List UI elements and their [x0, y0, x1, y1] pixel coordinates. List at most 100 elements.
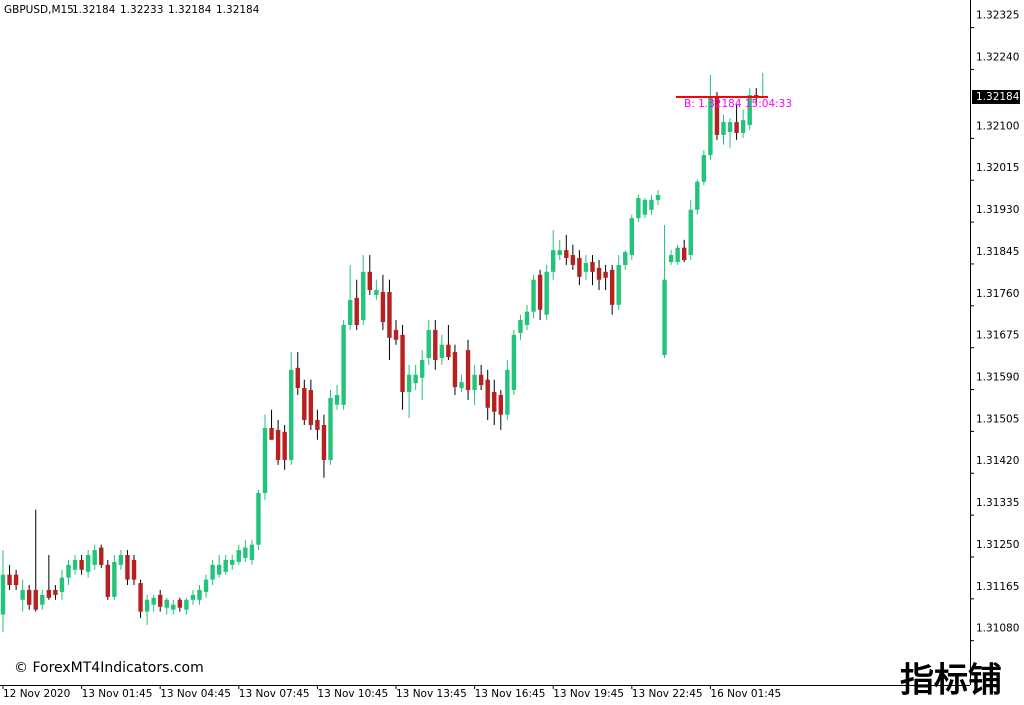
candle-body — [13, 574, 19, 586]
candle-body — [347, 299, 353, 326]
candle-body — [623, 252, 628, 265]
candle-body — [459, 382, 464, 389]
candle-body — [216, 564, 222, 575]
candle-body — [406, 374, 412, 392]
candle-body — [603, 271, 608, 278]
x-tick-label: 13 Nov 01:45 — [82, 688, 153, 700]
candle-body — [230, 559, 235, 565]
candle-body — [85, 554, 91, 572]
x-tick-label: 12 Nov 2020 — [3, 688, 70, 700]
y-tick-label: 1.32325 — [976, 10, 1019, 22]
candle-body — [649, 199, 654, 210]
candle-body — [72, 559, 78, 570]
candle-body — [315, 420, 320, 430]
candle-body — [269, 427, 274, 440]
y-tick-label: 1.31250 — [976, 539, 1019, 551]
y-tick-label: 1.32015 — [976, 162, 1019, 174]
candle-body — [20, 589, 25, 600]
y-tick-label: 1.31760 — [976, 288, 1019, 300]
candle-body — [105, 564, 110, 597]
candle-body — [531, 279, 536, 312]
candle-body — [465, 350, 471, 391]
candle-body — [472, 374, 477, 391]
candle-body — [695, 181, 700, 210]
candle-body — [295, 367, 300, 389]
candle-body — [354, 297, 359, 326]
candle-body — [426, 329, 431, 359]
candle-body — [452, 352, 458, 388]
candle-body — [544, 271, 549, 315]
x-tick-label: 13 Nov 16:45 — [475, 688, 546, 700]
candle-body — [439, 344, 445, 359]
x-tick-label: 13 Nov 10:45 — [317, 688, 388, 700]
price-box — [972, 90, 1020, 105]
y-tick-label: 1.32100 — [976, 120, 1019, 132]
candle-body — [413, 374, 418, 384]
candle-body — [609, 269, 615, 305]
candle-body — [492, 391, 497, 412]
y-tick-label: 1.31845 — [976, 246, 1019, 258]
candle-body — [177, 599, 183, 608]
candle-body — [380, 292, 386, 323]
bid-annotation: B: 1.32184 15:04:33 — [684, 98, 792, 110]
candle-body — [505, 369, 510, 415]
x-tick-label: 13 Nov 19:45 — [553, 688, 624, 700]
candle-body — [642, 199, 648, 215]
candle-body — [446, 344, 451, 358]
candle-body — [171, 604, 176, 610]
candle-body — [256, 492, 261, 545]
candle-body — [511, 334, 517, 391]
candle-body — [289, 369, 294, 460]
candle-body — [636, 197, 641, 219]
candle-body — [131, 559, 137, 580]
candle-body — [144, 599, 150, 612]
candle-body — [708, 97, 713, 156]
candle-body — [518, 320, 523, 333]
logo: 指标铺 — [900, 661, 1002, 701]
candle-body — [400, 334, 405, 392]
y-tick-label: 1.31335 — [976, 497, 1019, 509]
candle-body — [321, 424, 327, 460]
candle-body — [629, 218, 634, 256]
candle-body — [721, 122, 726, 135]
candle-body — [655, 195, 661, 200]
candle-body — [616, 264, 621, 305]
candle-body — [740, 120, 746, 133]
candle-body — [675, 247, 680, 262]
candle-body — [433, 329, 438, 360]
x-tick-label: 16 Nov 01:45 — [710, 688, 781, 700]
x-tick-label: 13 Nov 07:45 — [239, 688, 310, 700]
candle-body — [151, 597, 156, 605]
y-tick-label: 1.31165 — [976, 581, 1019, 593]
candle-body — [243, 547, 248, 558]
candle-body — [590, 261, 595, 272]
candle-body — [747, 95, 752, 126]
candle-body — [668, 255, 674, 262]
candle-body — [498, 394, 503, 415]
y-tick-label: 1.31675 — [976, 330, 1019, 342]
candle-body — [537, 274, 543, 310]
candle-body — [478, 374, 484, 386]
candle-body — [249, 544, 255, 560]
candle-body — [334, 394, 340, 405]
candle-body — [262, 427, 268, 493]
candle-body — [524, 311, 530, 326]
candle-body — [328, 397, 333, 460]
y-tick-label: 1.31080 — [976, 623, 1019, 635]
candle-body — [203, 579, 209, 592]
candle-body — [577, 258, 582, 277]
candle-body — [551, 250, 556, 272]
y-tick-label: 1.31590 — [976, 372, 1019, 384]
candle-body — [0, 574, 6, 615]
candle-body — [341, 325, 346, 405]
price-box-label: 1.32184 — [976, 91, 1020, 103]
y-tick-label: 1.32240 — [976, 51, 1019, 63]
candle-body — [714, 97, 720, 135]
candle-body — [387, 292, 392, 338]
candle-body — [7, 574, 12, 586]
candle-body — [27, 589, 32, 605]
candle-body — [734, 122, 739, 133]
candle-body — [485, 379, 490, 408]
candle-body — [701, 155, 707, 182]
y-tick-label: 1.31930 — [976, 204, 1019, 216]
